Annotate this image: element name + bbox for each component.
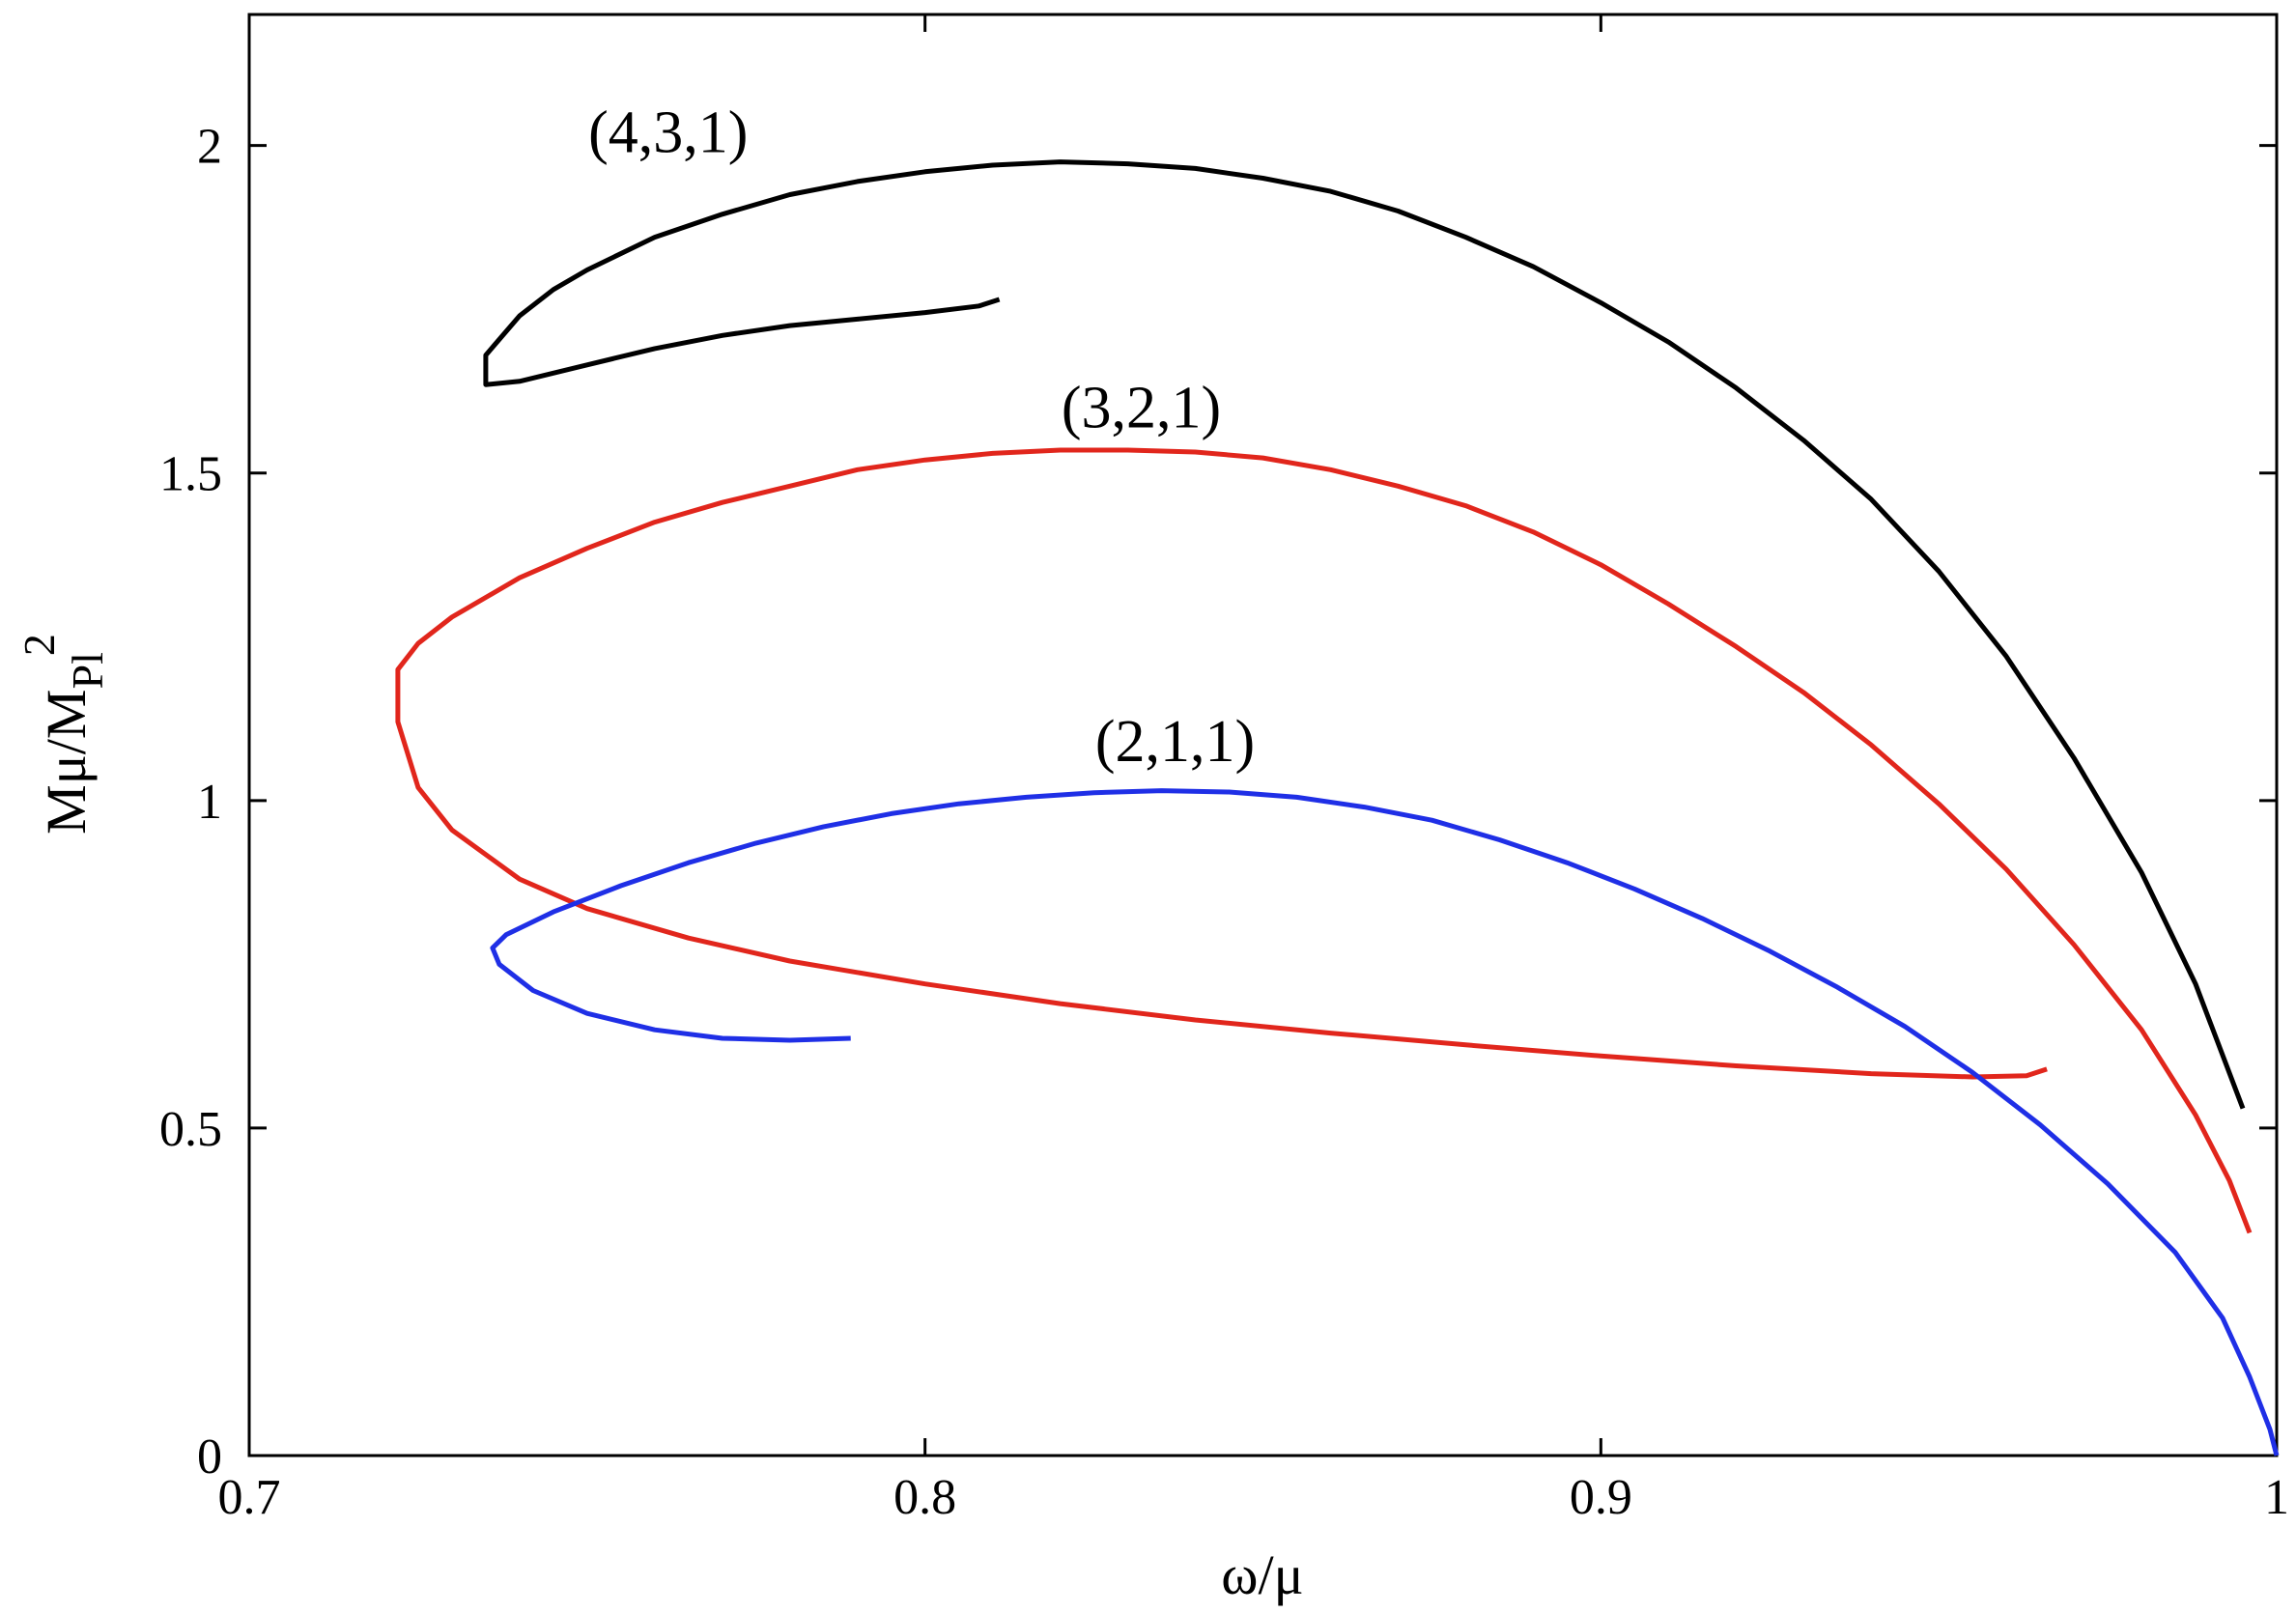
series-label-1: (3,2,1) [1062, 375, 1221, 440]
series-label-0: (4,3,1) [588, 99, 748, 165]
series-line-0 [483, 159, 2246, 1110]
series-label-2: (2,1,1) [1095, 709, 1255, 775]
y-tick-label: 1.5 [159, 447, 222, 502]
series-labels: (4,3,1) (3,2,1) (2,1,1) [588, 99, 1255, 775]
y-axis-label-sub: Pl [63, 652, 112, 689]
series-group [395, 159, 2280, 1457]
x-tick-label: 0.7 [218, 1470, 281, 1525]
y-tick-label: 0 [197, 1429, 222, 1485]
x-tick-label: 0.9 [1570, 1470, 1632, 1525]
x-tick-label: 0.8 [893, 1470, 956, 1525]
y-axis-label-base: Mμ/M [35, 690, 98, 835]
axis-ticks [247, 14, 2279, 1457]
series-line-1 [395, 447, 2253, 1234]
y-tick-label: 1 [197, 775, 222, 830]
x-tick-label: 1 [2264, 1470, 2289, 1525]
y-axis-label: Mμ/MPl2 [14, 634, 112, 835]
plot-frame [247, 13, 2279, 1457]
y-tick-label: 2 [197, 120, 222, 175]
y-axis-label-sup: 2 [14, 634, 64, 656]
tick-labels: 0.7 0.8 0.9 1 0 0.5 1 1.5 2 [159, 120, 2289, 1525]
svg-text:Mμ/MPl2: Mμ/MPl2 [14, 634, 112, 835]
x-axis-label: ω/μ [1221, 1543, 1303, 1606]
series-line-2 [490, 788, 2280, 1457]
y-tick-label: 0.5 [159, 1102, 222, 1157]
